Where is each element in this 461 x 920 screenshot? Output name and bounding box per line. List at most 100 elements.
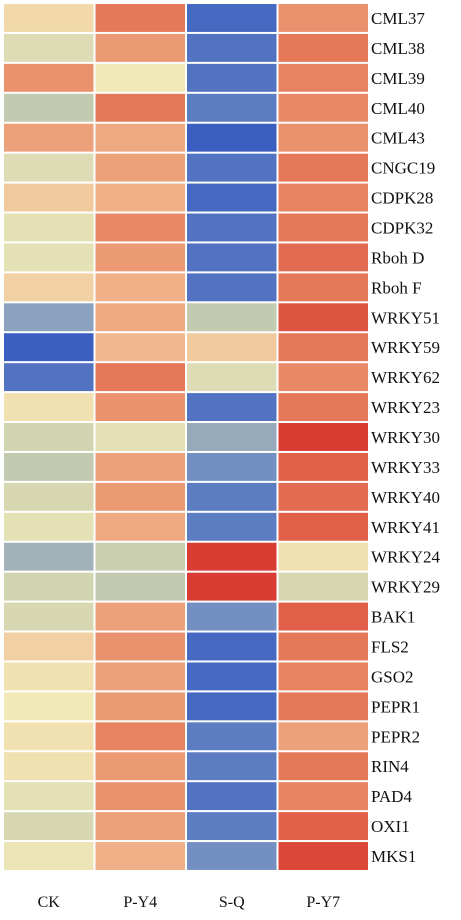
heatmap-cell-wrky62-ck — [4, 363, 94, 392]
heatmap-cell-wrky41-p-y4 — [95, 512, 185, 541]
heatmap-cell-pepr1-p-y7 — [278, 692, 368, 721]
heatmap-cell-wrky40-p-y7 — [278, 482, 368, 511]
heatmap-cell-gso2-ck — [4, 662, 94, 691]
heatmap-cell-cml43-p-y7 — [278, 123, 368, 152]
heatmap-cell-wrky51-ck — [4, 303, 94, 332]
heatmap-cell-rin4-s-q — [187, 752, 277, 781]
heatmap-cell-wrky33-p-y4 — [95, 452, 185, 481]
heatmap-cell-gso2-p-y4 — [95, 662, 185, 691]
row-labels: CML37 CML38 CML39 CML40 CML43 CNGC19 CDPK28 CDP… — [371, 9, 440, 866]
column-labels: CK P-Y4 S-Q P-Y7 — [38, 894, 341, 911]
heatmap-cell-wrky62-s-q — [187, 363, 277, 392]
heatmap-cell-cml38-p-y4 — [95, 33, 185, 62]
heatmap-cell-gso2-s-q — [187, 662, 277, 691]
heatmap-cell-bak1-s-q — [187, 602, 277, 631]
heatmap-cell-wrky40-p-y4 — [95, 482, 185, 511]
heatmap-cell-rboh-d-ck — [4, 243, 94, 272]
row-label-fls2: FLS2 — [371, 638, 409, 657]
row-label-wrky29: WRKY29 — [371, 578, 440, 597]
row-label-bak1: BAK1 — [371, 608, 415, 627]
heatmap-cell-rin4-p-y4 — [95, 752, 185, 781]
row-label-wrky40: WRKY40 — [371, 488, 440, 507]
row-label-wrky23: WRKY23 — [371, 398, 440, 417]
row-label-wrky24: WRKY24 — [371, 548, 440, 567]
heatmap-cell-wrky33-s-q — [187, 452, 277, 481]
heatmap-cell-wrky41-p-y7 — [278, 512, 368, 541]
heatmap-cell-rin4-p-y7 — [278, 752, 368, 781]
heatmap-cell-pepr1-ck — [4, 692, 94, 721]
row-label-cdpk32: CDPK32 — [371, 218, 433, 237]
heatmap-cell-wrky29-p-y4 — [95, 572, 185, 601]
heatmap-cell-cml37-p-y7 — [278, 4, 368, 32]
heatmap-cell-bak1-p-y4 — [95, 602, 185, 631]
heatmap-cell-cml40-ck — [4, 93, 94, 122]
row-label-cngc19: CNGC19 — [371, 159, 435, 178]
row-label-wrky59: WRKY59 — [371, 338, 440, 357]
heatmap-cell-wrky24-p-y4 — [95, 542, 185, 571]
heatmap-cell-cml39-p-y4 — [95, 63, 185, 92]
heatmap-cell-cml37-p-y4 — [95, 4, 185, 32]
heatmap-cell-cngc19-p-y7 — [278, 153, 368, 182]
row-label-wrky41: WRKY41 — [371, 518, 440, 537]
row-label-pad4: PAD4 — [371, 787, 412, 806]
heatmap-cell-wrky51-p-y7 — [278, 303, 368, 332]
heatmap-cell-wrky59-p-y4 — [95, 333, 185, 362]
heatmap-cell-cngc19-ck — [4, 153, 94, 182]
heatmap-cell-cml43-s-q — [187, 123, 277, 152]
heatmap-cell-rboh-d-p-y7 — [278, 243, 368, 272]
heatmap-cell-mks1-p-y4 — [95, 842, 185, 870]
row-label-rin4: RIN4 — [371, 757, 409, 776]
heatmap-cell-pad4-p-y4 — [95, 782, 185, 811]
heatmap-cell-wrky59-s-q — [187, 333, 277, 362]
heatmap-cell-cml43-p-y4 — [95, 123, 185, 152]
heatmap-cell-oxi1-s-q — [187, 812, 277, 841]
row-label-wrky51: WRKY51 — [371, 308, 440, 327]
heatmap-cell-wrky30-s-q — [187, 423, 277, 451]
heatmap-cell-wrky62-p-y4 — [95, 363, 185, 392]
heatmap-cell-rboh-d-p-y4 — [95, 243, 185, 272]
heatmap-cell-fls2-s-q — [187, 632, 277, 661]
heatmap-cell-wrky29-ck — [4, 572, 94, 601]
heatmap-cell-cdpk28-p-y7 — [278, 183, 368, 212]
heatmap-cell-oxi1-p-y4 — [95, 812, 185, 841]
row-label-wrky62: WRKY62 — [371, 368, 440, 387]
row-label-cml40: CML40 — [371, 99, 425, 118]
heatmap-cell-cdpk32-p-y7 — [278, 213, 368, 242]
row-label-cml39: CML39 — [371, 69, 425, 88]
heatmap-cell-bak1-p-y7 — [278, 602, 368, 631]
heatmap-cell-mks1-s-q — [187, 842, 277, 870]
heatmap-cell-wrky29-s-q — [187, 572, 277, 601]
heatmap-cell-oxi1-ck — [4, 812, 94, 841]
heatmap-cell-wrky40-ck — [4, 482, 94, 511]
heatmap-cell-wrky33-ck — [4, 452, 94, 481]
heatmap-cell-bak1-ck — [4, 602, 94, 631]
heatmap-cell-pad4-s-q — [187, 782, 277, 811]
heatmap-cell-fls2-ck — [4, 632, 94, 661]
row-label-rboh-f: Rboh F — [371, 278, 422, 297]
heatmap-cell-wrky41-ck — [4, 512, 94, 541]
heatmap-cell-cdpk32-ck — [4, 213, 94, 242]
heatmap-cell-cml38-s-q — [187, 33, 277, 62]
heatmap-cells — [4, 4, 368, 870]
column-label-ck: CK — [38, 894, 61, 911]
heatmap-cell-cdpk32-s-q — [187, 213, 277, 242]
heatmap-cell-rboh-f-ck — [4, 273, 94, 302]
row-label-mks1: MKS1 — [371, 847, 416, 866]
heatmap-cell-rboh-f-p-y4 — [95, 273, 185, 302]
heatmap-cell-cngc19-p-y4 — [95, 153, 185, 182]
heatmap-cell-cml40-p-y7 — [278, 93, 368, 122]
heatmap-cell-gso2-p-y7 — [278, 662, 368, 691]
heatmap-cell-wrky23-p-y4 — [95, 393, 185, 422]
heatmap-cell-wrky33-p-y7 — [278, 452, 368, 481]
heatmap-cell-wrky30-ck — [4, 423, 94, 451]
heatmap-cell-rboh-f-s-q — [187, 273, 277, 302]
heatmap-cell-cdpk28-p-y4 — [95, 183, 185, 212]
heatmap-cell-wrky23-p-y7 — [278, 393, 368, 422]
heatmap-cell-cdpk32-p-y4 — [95, 213, 185, 242]
heatmap-cell-pad4-p-y7 — [278, 782, 368, 811]
heatmap-cell-cml38-p-y7 — [278, 33, 368, 62]
row-label-wrky30: WRKY30 — [371, 428, 440, 447]
heatmap-cell-rboh-f-p-y7 — [278, 273, 368, 302]
heatmap-cell-pepr1-s-q — [187, 692, 277, 721]
heatmap-cell-mks1-p-y7 — [278, 842, 368, 870]
